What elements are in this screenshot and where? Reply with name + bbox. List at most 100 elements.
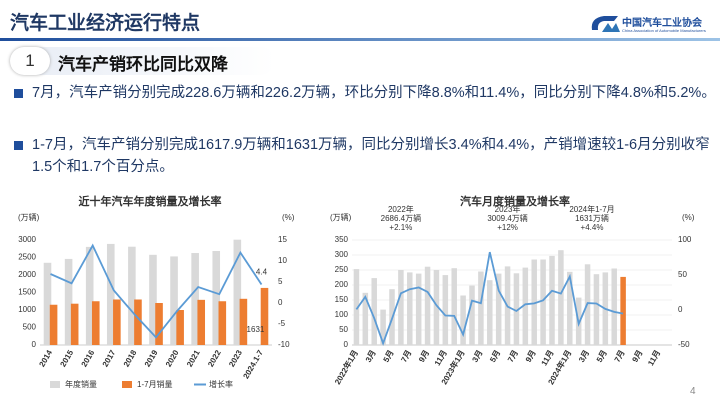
x-tick-label: 3月 (470, 349, 484, 364)
y-tick-label: 300 (335, 250, 349, 259)
annotation: 2024年1-7月 (569, 204, 614, 214)
x-tick-label: 11月 (646, 349, 662, 368)
annotation: +2.1% (389, 223, 412, 232)
bar (91, 301, 100, 345)
x-tick-label: 2019 (143, 348, 160, 368)
bar (191, 253, 199, 345)
bullet: 1-7月，汽车产销分别完成1617.9万辆和1631万辆，同比分别增长3.4%和… (14, 134, 720, 178)
bar (620, 276, 626, 345)
bar (64, 258, 73, 345)
section-number: 1 (10, 47, 50, 75)
bar (134, 299, 142, 345)
y-tick-label: 2500 (18, 253, 36, 262)
bar (549, 255, 555, 345)
bar (593, 274, 600, 345)
y-tick-label: 3000 (18, 235, 36, 244)
bar (260, 287, 269, 345)
bar (531, 259, 537, 345)
line-series (355, 251, 624, 346)
bar (212, 250, 221, 345)
x-tick-label: 2017 (101, 348, 118, 368)
x-tick-label: 7月 (506, 349, 520, 364)
legend-label: 1-7月销量 (137, 379, 173, 389)
y2-tick-label: 0 (278, 298, 283, 307)
bar (362, 292, 369, 345)
bar (170, 256, 178, 345)
annotation: 2023年 (495, 204, 521, 214)
x-tick-label: 2022年1月 (332, 348, 360, 386)
bar (495, 273, 502, 345)
bar (451, 268, 457, 345)
section-banner: 1 汽车产销环比同比双降 (10, 47, 275, 75)
bar (487, 280, 493, 345)
data-label: 1631 (247, 325, 265, 334)
header-rule (0, 38, 720, 41)
bar (197, 299, 206, 345)
bar (478, 271, 484, 345)
y-axis-label: (万辆) (18, 212, 40, 222)
x-tick-label: 2024.1-7 (241, 348, 265, 380)
x-tick-label: 3月 (364, 349, 378, 364)
bar (176, 310, 184, 345)
y-tick-label: 150 (335, 295, 349, 304)
x-tick-label: 7月 (613, 349, 627, 364)
logo-subtitle: China Association of Automobile Manufact… (622, 28, 706, 33)
bar (460, 295, 466, 345)
legend-label: 增长率 (209, 379, 233, 389)
section-title: 汽车产销环比同比双降 (58, 55, 228, 74)
y2-tick-label: 15 (278, 235, 287, 244)
annotation: +4.4% (581, 223, 604, 232)
y2-tick-label: 50 (678, 270, 687, 279)
y-tick-label: 0 (32, 340, 37, 349)
bar (85, 246, 94, 345)
page-title: 汽车工业经济运行特点 (10, 13, 201, 34)
legend-label: 年度销量 (65, 379, 97, 389)
bar (70, 303, 79, 345)
bar (128, 246, 136, 345)
x-tick-label: 11月 (433, 349, 449, 368)
bar (353, 269, 360, 345)
x-tick-label: 9月 (417, 349, 431, 364)
bar (611, 268, 617, 345)
x-tick-label: 2022 (206, 348, 223, 368)
y-tick-label: 1000 (18, 305, 36, 314)
x-tick-label: 2020 (164, 348, 181, 368)
line-series (50, 243, 263, 339)
y2-tick-label: 100 (678, 235, 692, 244)
y2-tick-label: 10 (278, 256, 287, 265)
y2-tick-label: -50 (678, 340, 690, 349)
y-tick-label: 1500 (18, 288, 36, 297)
bar (49, 304, 58, 345)
x-tick-label: 2018 (122, 348, 139, 368)
bar (149, 254, 157, 345)
bar (380, 309, 386, 345)
x-tick-label: 3月 (577, 349, 591, 364)
x-tick-label: 2023 (227, 348, 244, 368)
x-tick-label: 9月 (630, 349, 644, 364)
bar (558, 250, 564, 345)
bar (469, 285, 475, 345)
bar (113, 299, 121, 345)
y-tick-label: 250 (335, 265, 349, 274)
bar (567, 271, 573, 345)
annotation: +12% (497, 223, 518, 232)
x-tick-label: 5月 (488, 349, 502, 364)
annotation: 2686.4万辆 (381, 213, 421, 223)
bar (218, 301, 227, 345)
bar (106, 243, 115, 345)
bar (513, 273, 520, 345)
x-tick-label: 2014 (37, 348, 54, 368)
annotation: 2022年 (388, 204, 414, 214)
x-tick-label: 2015 (59, 348, 76, 368)
bar (398, 270, 404, 345)
annotation: 1631万辆 (575, 213, 609, 223)
x-tick-label: 11月 (540, 349, 556, 368)
bullet: 7月，汽车产销分别完成228.6万辆和226.2万辆，环比分别下降8.8%和11… (14, 82, 720, 104)
x-tick-label: 5月 (382, 349, 396, 364)
bar (433, 270, 440, 345)
y2-axis-label: (%) (682, 213, 695, 222)
y-tick-label: 100 (335, 310, 349, 319)
y2-tick-label: -5 (278, 319, 286, 328)
